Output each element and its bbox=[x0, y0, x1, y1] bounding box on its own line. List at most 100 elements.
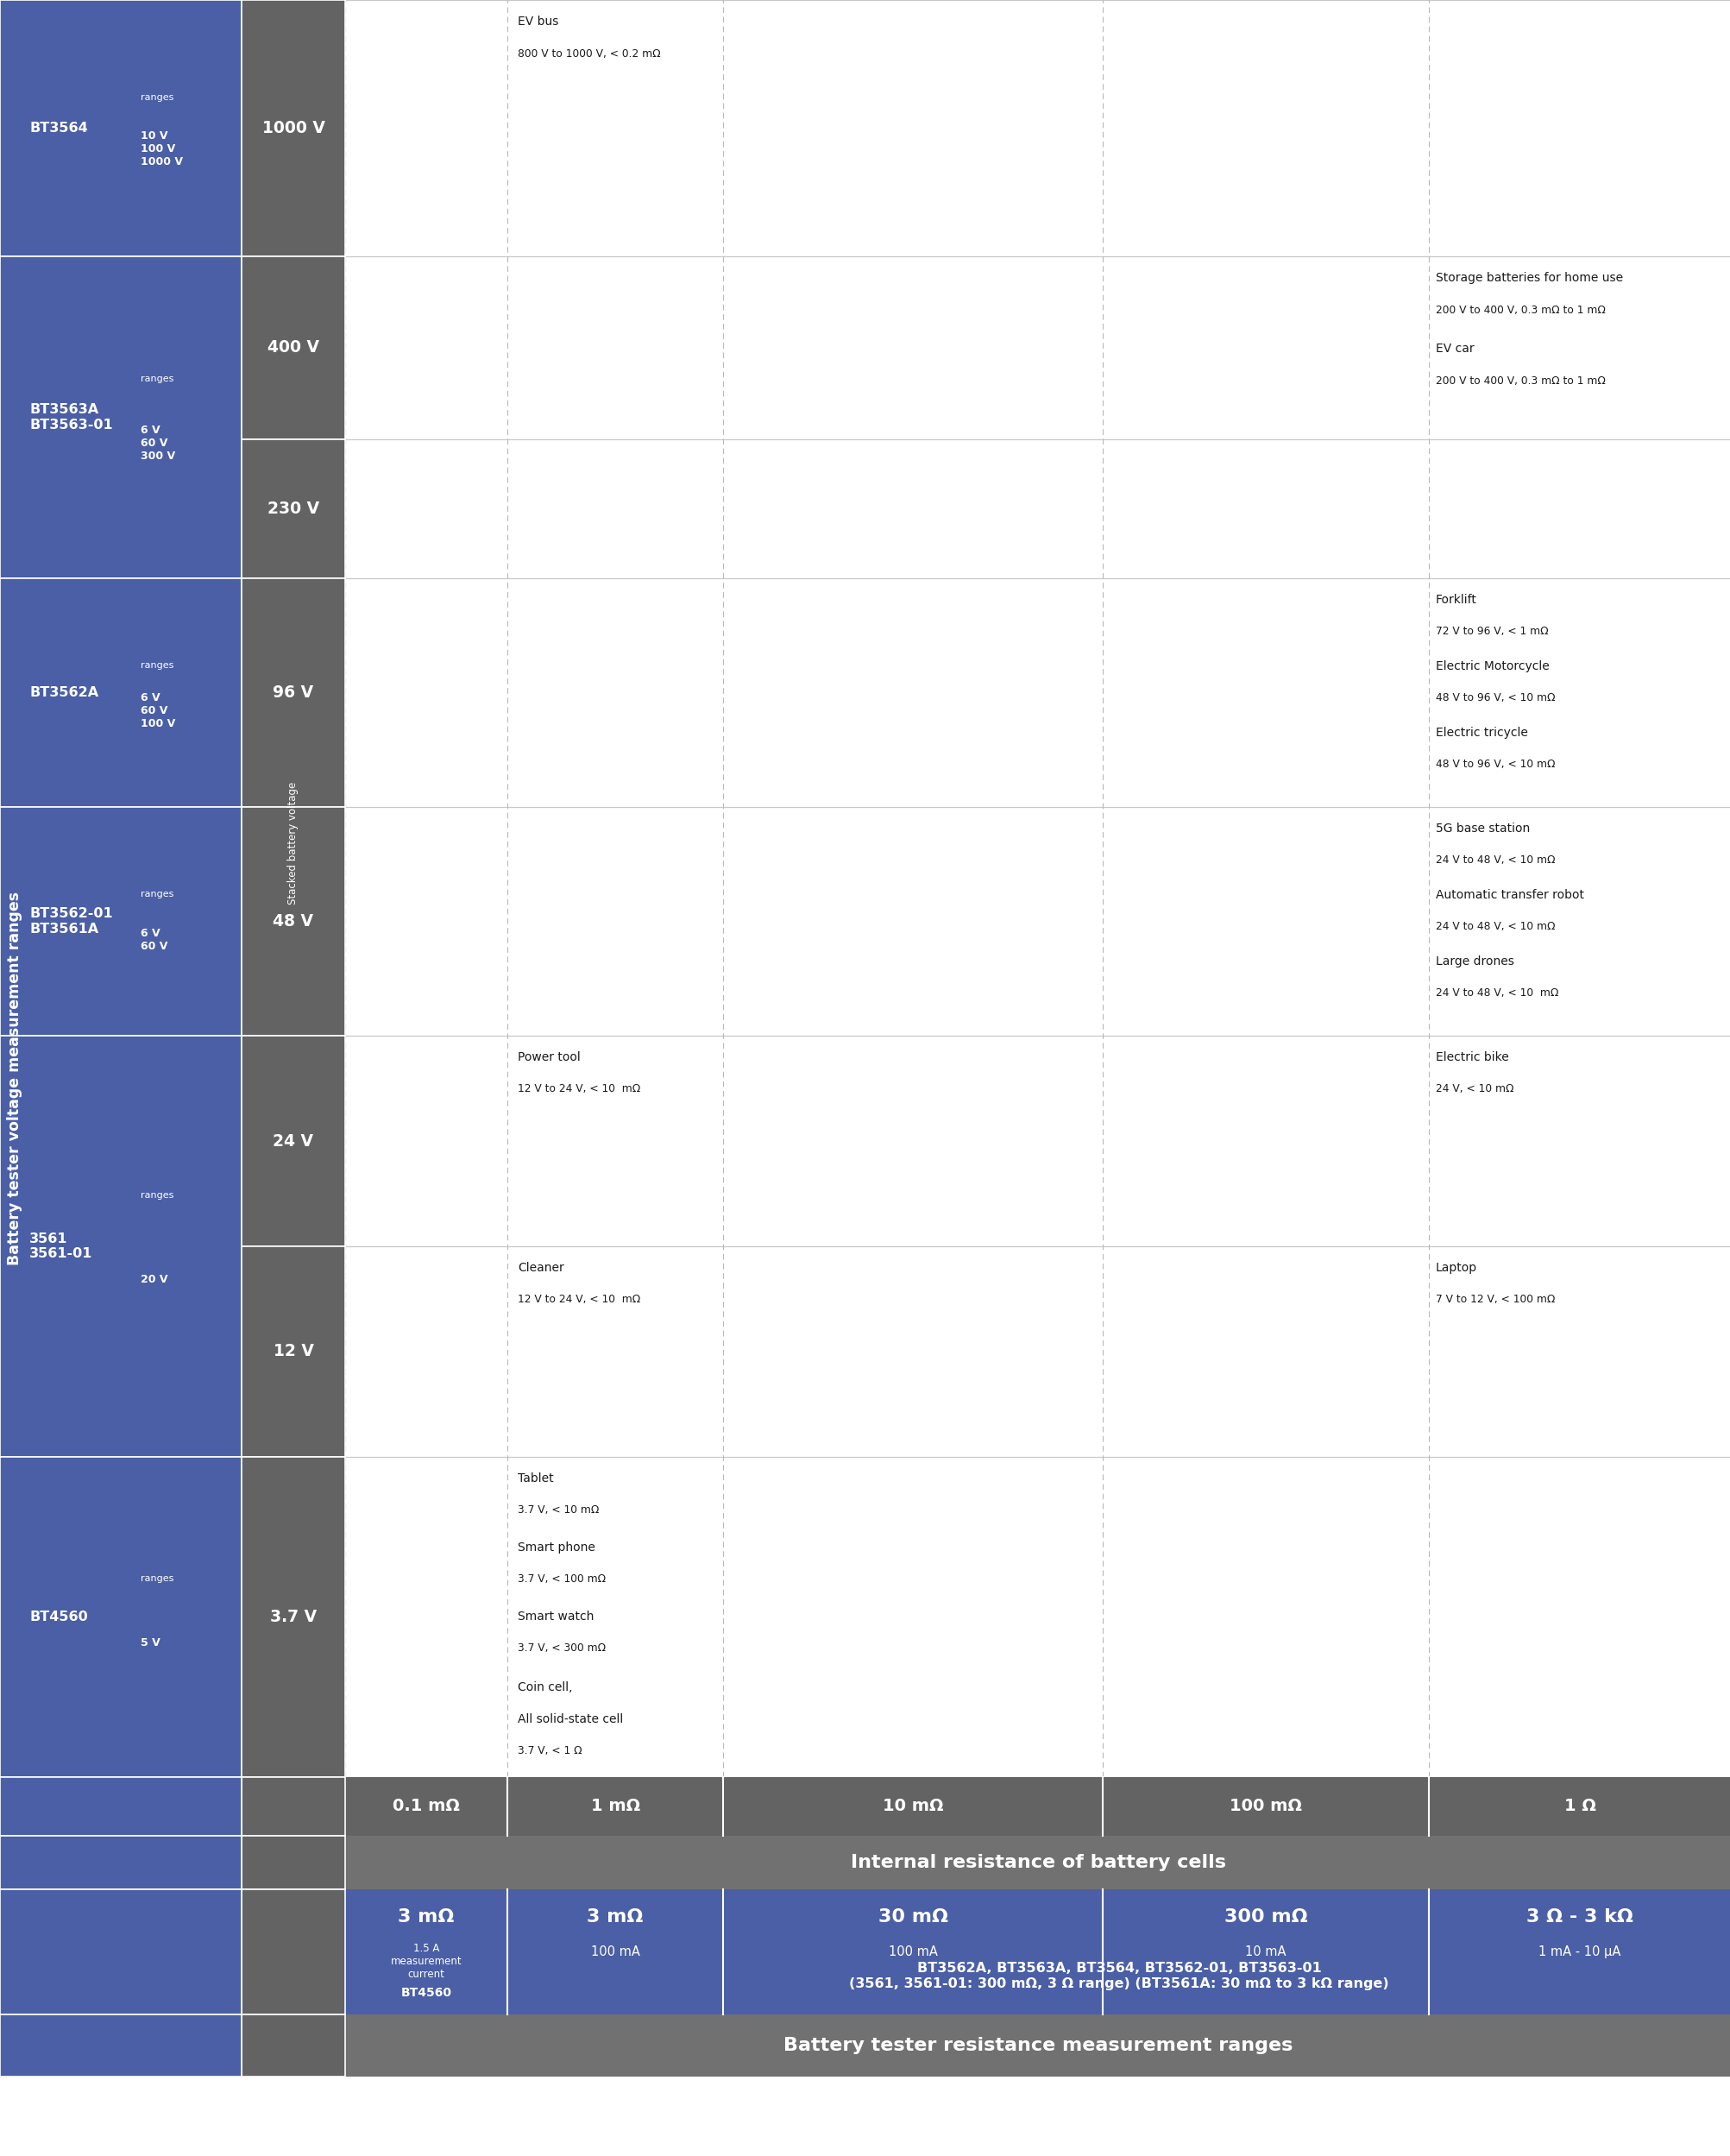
Text: Electric bike: Electric bike bbox=[1434, 1052, 1509, 1063]
Text: Coin cell,: Coin cell, bbox=[517, 1682, 573, 1692]
Bar bbox=[0, 1835, 242, 1889]
Text: ranges: ranges bbox=[140, 1574, 173, 1583]
Text: BT4560: BT4560 bbox=[401, 1988, 452, 1999]
Text: 0.1 mΩ: 0.1 mΩ bbox=[393, 1798, 460, 1815]
Bar bbox=[344, 0, 1730, 1777]
Text: BT4560: BT4560 bbox=[29, 1611, 88, 1623]
Text: 7 V to 12 V, < 100 mΩ: 7 V to 12 V, < 100 mΩ bbox=[1434, 1294, 1554, 1304]
Text: 10 mΩ: 10 mΩ bbox=[882, 1798, 943, 1815]
Bar bbox=[242, 257, 344, 440]
Text: BT3562A: BT3562A bbox=[29, 686, 99, 699]
Text: 100 mA: 100 mA bbox=[590, 1945, 640, 1958]
Bar bbox=[0, 257, 242, 578]
Text: 6 V
60 V
100 V: 6 V 60 V 100 V bbox=[140, 692, 175, 729]
Text: 3 mΩ: 3 mΩ bbox=[586, 1908, 644, 1925]
Text: ranges: ranges bbox=[140, 890, 173, 899]
Bar bbox=[0, 1889, 242, 2014]
Text: EV bus: EV bus bbox=[517, 15, 559, 28]
Text: Electric tricycle: Electric tricycle bbox=[1434, 727, 1528, 740]
Text: Internal resistance of battery cells: Internal resistance of battery cells bbox=[849, 1854, 1225, 1871]
Bar bbox=[0, 2014, 242, 2076]
Text: 24 V: 24 V bbox=[273, 1132, 313, 1149]
Text: 200 V to 400 V, 0.3 mΩ to 1 mΩ: 200 V to 400 V, 0.3 mΩ to 1 mΩ bbox=[1434, 375, 1605, 386]
Bar bbox=[242, 440, 344, 578]
Text: 1 mΩ: 1 mΩ bbox=[590, 1798, 640, 1815]
Text: 24 V to 48 V, < 10 mΩ: 24 V to 48 V, < 10 mΩ bbox=[1434, 921, 1555, 931]
Text: All solid-state cell: All solid-state cell bbox=[517, 1714, 623, 1725]
Text: 3.7 V, < 1 Ω: 3.7 V, < 1 Ω bbox=[517, 1744, 581, 1757]
Text: BT3562-01
BT3561A: BT3562-01 BT3561A bbox=[29, 908, 112, 936]
Text: 400 V: 400 V bbox=[268, 341, 318, 356]
Bar bbox=[242, 1035, 344, 1246]
Text: Tablet: Tablet bbox=[517, 1473, 554, 1483]
Text: BT3563A
BT3563-01: BT3563A BT3563-01 bbox=[29, 403, 112, 431]
Text: 3.7 V: 3.7 V bbox=[270, 1608, 317, 1626]
Bar bbox=[344, 1889, 1730, 2014]
Text: 230 V: 230 V bbox=[268, 500, 318, 517]
Text: 3.7 V, < 10 mΩ: 3.7 V, < 10 mΩ bbox=[517, 1505, 599, 1516]
Text: ranges: ranges bbox=[140, 1192, 173, 1201]
Text: 20 V: 20 V bbox=[140, 1274, 168, 1285]
Text: 200 V to 400 V, 0.3 mΩ to 1 mΩ: 200 V to 400 V, 0.3 mΩ to 1 mΩ bbox=[1434, 304, 1605, 315]
Text: 3.7 V, < 300 mΩ: 3.7 V, < 300 mΩ bbox=[517, 1643, 606, 1654]
Text: 10 V
100 V
1000 V: 10 V 100 V 1000 V bbox=[140, 129, 183, 168]
Text: 24 V to 48 V, < 10 mΩ: 24 V to 48 V, < 10 mΩ bbox=[1434, 854, 1555, 865]
Text: 3.7 V, < 100 mΩ: 3.7 V, < 100 mΩ bbox=[517, 1574, 606, 1585]
Text: Power tool: Power tool bbox=[517, 1052, 580, 1063]
Text: 48 V: 48 V bbox=[273, 914, 313, 929]
Text: 6 V
60 V: 6 V 60 V bbox=[140, 927, 168, 951]
Bar bbox=[242, 2014, 344, 2076]
Bar bbox=[242, 1457, 344, 1777]
Text: 96 V: 96 V bbox=[273, 683, 313, 701]
Text: 48 V to 96 V, < 10 mΩ: 48 V to 96 V, < 10 mΩ bbox=[1434, 759, 1555, 770]
Bar bbox=[242, 1889, 344, 2014]
Bar bbox=[242, 1835, 344, 1889]
Text: Smart phone: Smart phone bbox=[517, 1542, 595, 1554]
Text: ranges: ranges bbox=[140, 660, 173, 668]
Text: 300 mΩ: 300 mΩ bbox=[1223, 1908, 1306, 1925]
Text: 3561
3561-01: 3561 3561-01 bbox=[29, 1233, 93, 1261]
Text: Forklift: Forklift bbox=[1434, 593, 1476, 606]
Bar bbox=[0, 1457, 242, 1777]
Text: Large drones: Large drones bbox=[1434, 955, 1514, 968]
Bar bbox=[344, 2014, 1730, 2076]
Text: Storage batteries for home use: Storage batteries for home use bbox=[1434, 272, 1623, 285]
Text: 1 mA - 10 μA: 1 mA - 10 μA bbox=[1538, 1945, 1621, 1958]
Bar bbox=[242, 1777, 344, 1835]
Bar bbox=[0, 0, 242, 257]
Bar bbox=[344, 1835, 1730, 1889]
Text: 10 mA: 10 mA bbox=[1246, 1945, 1285, 1958]
Text: 5G base station: 5G base station bbox=[1434, 821, 1529, 834]
Text: ranges: ranges bbox=[140, 375, 173, 384]
Text: 12 V to 24 V, < 10  mΩ: 12 V to 24 V, < 10 mΩ bbox=[517, 1294, 640, 1304]
Text: 72 V to 96 V, < 1 mΩ: 72 V to 96 V, < 1 mΩ bbox=[1434, 625, 1548, 636]
Text: 24 V to 48 V, < 10  mΩ: 24 V to 48 V, < 10 mΩ bbox=[1434, 987, 1557, 998]
Text: 1.5 A
measurement
current: 1.5 A measurement current bbox=[391, 1943, 462, 1979]
Bar bbox=[344, 1777, 1730, 1835]
Text: Cleaner: Cleaner bbox=[517, 1261, 564, 1274]
Bar bbox=[0, 1035, 242, 1457]
Text: ranges: ranges bbox=[140, 93, 173, 101]
Text: Electric Motorcycle: Electric Motorcycle bbox=[1434, 660, 1548, 673]
Bar bbox=[242, 578, 344, 806]
Bar bbox=[0, 578, 242, 806]
Text: Battery tester voltage measurement ranges: Battery tester voltage measurement range… bbox=[7, 890, 22, 1266]
Text: 3 mΩ: 3 mΩ bbox=[398, 1908, 455, 1925]
Text: BT3562A, BT3563A, BT3564, BT3562-01, BT3563-01
(3561, 3561-01: 300 mΩ, 3 Ω range: BT3562A, BT3563A, BT3564, BT3562-01, BT3… bbox=[849, 1962, 1387, 1990]
Text: Battery tester resistance measurement ranges: Battery tester resistance measurement ra… bbox=[784, 2037, 1292, 2055]
Text: 30 mΩ: 30 mΩ bbox=[877, 1908, 948, 1925]
Text: Smart watch: Smart watch bbox=[517, 1611, 593, 1623]
Bar bbox=[0, 806, 242, 1035]
Text: 5 V: 5 V bbox=[140, 1636, 161, 1647]
Text: 1 Ω: 1 Ω bbox=[1564, 1798, 1595, 1815]
Text: 6 V
60 V
300 V: 6 V 60 V 300 V bbox=[140, 425, 175, 461]
Text: 3 Ω - 3 kΩ: 3 Ω - 3 kΩ bbox=[1526, 1908, 1633, 1925]
Text: 48 V to 96 V, < 10 mΩ: 48 V to 96 V, < 10 mΩ bbox=[1434, 692, 1555, 703]
Text: Automatic transfer robot: Automatic transfer robot bbox=[1434, 888, 1583, 901]
Text: EV car: EV car bbox=[1434, 343, 1474, 354]
Text: 1000 V: 1000 V bbox=[261, 121, 325, 136]
Text: Stacked battery voltage: Stacked battery voltage bbox=[287, 780, 299, 903]
Text: BT3564: BT3564 bbox=[29, 121, 88, 134]
Text: 12 V: 12 V bbox=[273, 1343, 313, 1360]
Text: 12 V to 24 V, < 10  mΩ: 12 V to 24 V, < 10 mΩ bbox=[517, 1082, 640, 1095]
